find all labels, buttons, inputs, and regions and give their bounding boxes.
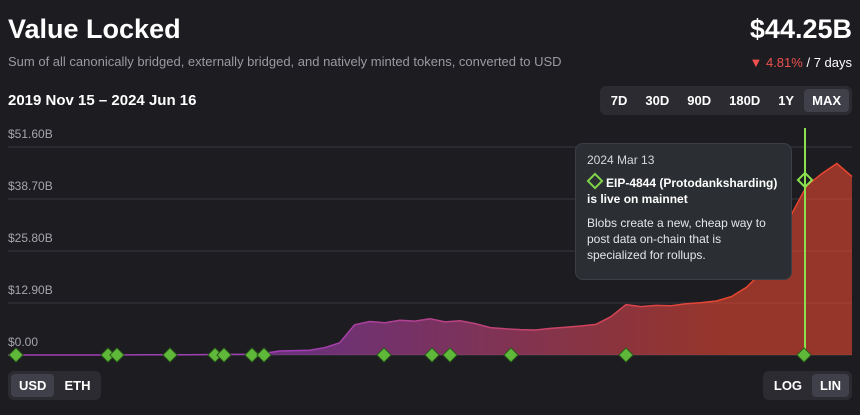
range-button[interactable]: 1Y (778, 93, 795, 108)
event-marker (503, 347, 519, 363)
subtitle: Sum of all canonically bridged, external… (8, 54, 562, 69)
y-tick-label: $51.60B (8, 127, 53, 141)
change-percent: 4.81% (765, 55, 803, 70)
event-marker (207, 347, 223, 363)
unit-buttons: USD ETH (8, 371, 102, 400)
change-period: / 7 days (806, 55, 852, 70)
tooltip: 2024 Mar 13 EIP-4844 (Protodanksharding)… (575, 143, 792, 280)
event-marker (109, 347, 125, 363)
event-marker (424, 347, 440, 363)
range-button[interactable]: 30D (645, 93, 670, 108)
tooltip-body: Blobs create a new, cheap way to post da… (587, 216, 766, 262)
unit-button[interactable]: USD (11, 374, 55, 397)
date-range: 2019 Nov 15 – 2024 Jun 16 (8, 92, 197, 109)
total-value: $44.25B (749, 14, 852, 44)
event-marker (8, 347, 24, 363)
tooltip-date: 2024 Mar 13 (587, 153, 655, 167)
line (8, 162, 853, 356)
event-marker (442, 347, 458, 363)
event-marker (244, 347, 260, 363)
y-tick-label: $38.70B (8, 179, 53, 193)
unit-button[interactable]: ETH (64, 378, 91, 393)
title: Value Locked (8, 14, 181, 44)
y-tick-label: $12.90B (8, 283, 53, 297)
event-point (796, 171, 814, 189)
range-button[interactable]: MAX (804, 89, 849, 112)
event-marker (618, 347, 634, 363)
range-buttons: 7D 30D 90D 180D 1Y MAX (599, 86, 852, 115)
scale-button[interactable]: LIN (812, 374, 849, 397)
range-button[interactable]: 7D (610, 93, 628, 108)
scale-buttons: LOG LIN (762, 371, 852, 400)
range-button[interactable]: 90D (687, 93, 712, 108)
change: ▼ 4.81% / 7 days (749, 55, 852, 70)
event-marker (100, 347, 116, 363)
range-button[interactable]: 180D (729, 93, 761, 108)
event-icon (586, 172, 604, 190)
event-marker (216, 347, 232, 363)
tooltip-title: EIP-4844 (Protodanksharding) is live on … (587, 176, 778, 206)
event-marker (162, 347, 178, 363)
y-tick-label: $0.00 (8, 335, 38, 349)
event-marker (796, 347, 812, 363)
event-marker (376, 347, 392, 363)
event-marker (256, 347, 272, 363)
y-tick-label: $25.80B (8, 231, 53, 245)
scale-button[interactable]: LOG (773, 378, 803, 393)
